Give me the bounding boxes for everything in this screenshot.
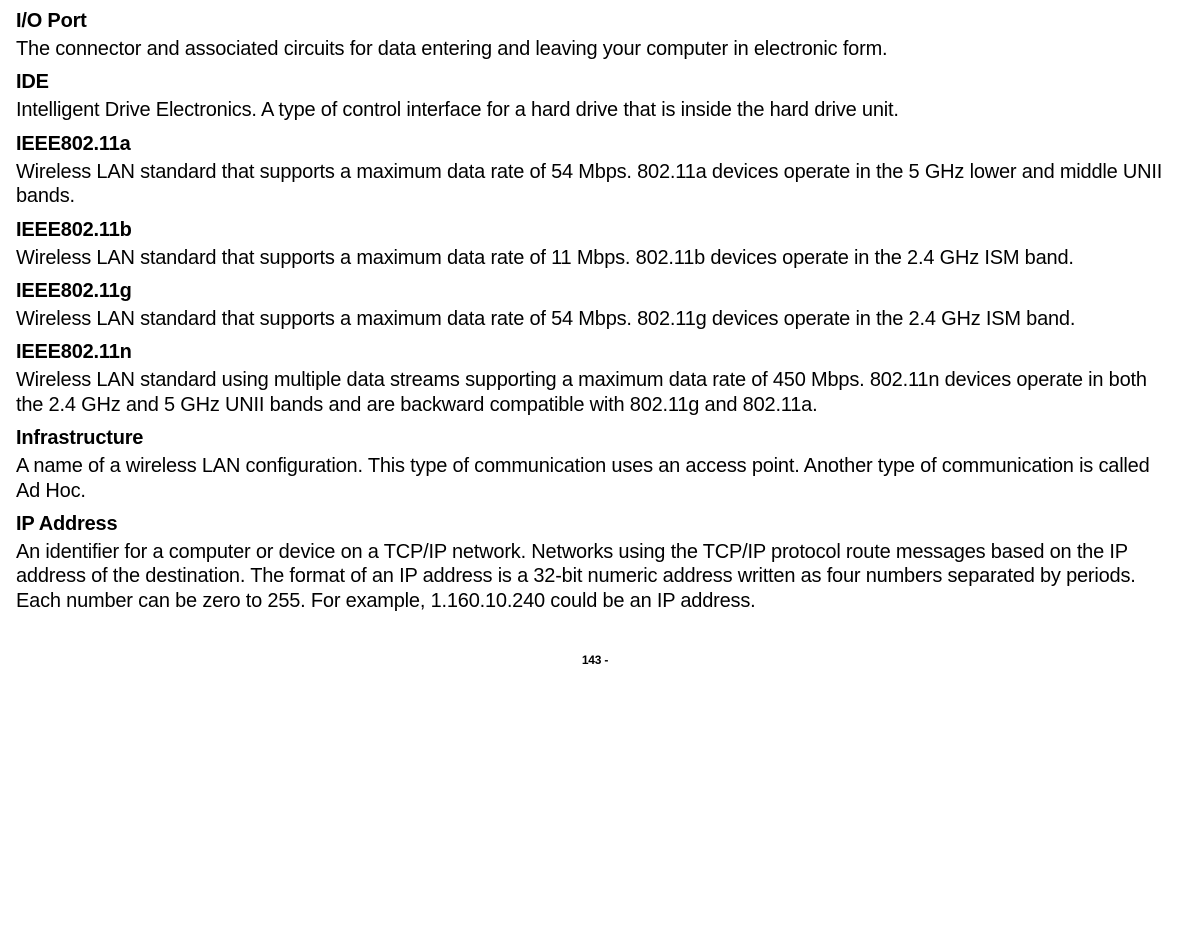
term-io-port: I/O Port (16, 10, 1174, 33)
def-ieee80211a: Wireless LAN standard that supports a ma… (16, 160, 1174, 209)
def-infrastructure: A name of a wireless LAN configuration. … (16, 454, 1174, 503)
term-ieee80211b: IEEE802.11b (16, 219, 1174, 242)
term-ieee80211n: IEEE802.11n (16, 341, 1174, 364)
def-ip-address: An identifier for a computer or device o… (16, 540, 1174, 613)
term-ieee80211g: IEEE802.11g (16, 280, 1174, 303)
def-ieee80211b: Wireless LAN standard that supports a ma… (16, 246, 1174, 270)
def-io-port: The connector and associated circuits fo… (16, 37, 1174, 61)
term-infrastructure: Infrastructure (16, 427, 1174, 450)
term-ide: IDE (16, 71, 1174, 94)
page-number: 143 - (16, 653, 1174, 667)
term-ip-address: IP Address (16, 513, 1174, 536)
glossary-page: I/O Port The connector and associated ci… (0, 10, 1190, 667)
def-ieee80211n: Wireless LAN standard using multiple dat… (16, 368, 1174, 417)
def-ide: Intelligent Drive Electronics. A type of… (16, 98, 1174, 122)
term-ieee80211a: IEEE802.11a (16, 133, 1174, 156)
def-ieee80211g: Wireless LAN standard that supports a ma… (16, 307, 1174, 331)
